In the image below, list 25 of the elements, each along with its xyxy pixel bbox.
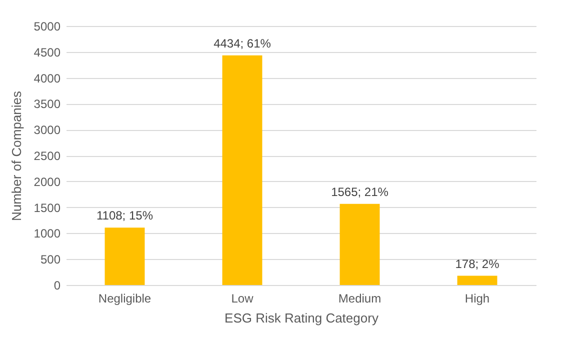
bar [457, 276, 498, 285]
x-tick-label: Medium [338, 292, 382, 306]
bar [104, 228, 145, 285]
x-tick-label: Low [231, 292, 254, 306]
y-tick-label: 5000 [34, 20, 61, 34]
y-tick-label: 3500 [34, 97, 61, 112]
y-tick-label: 500 [40, 252, 61, 267]
data-label: 4434; 61% [214, 36, 272, 50]
y-tick-label: 3000 [34, 123, 61, 138]
y-tick-label: 2500 [34, 149, 61, 163]
y-tick-label: 4500 [34, 45, 61, 60]
data-label: 178; 2% [455, 256, 500, 271]
x-tick-label: High [464, 292, 490, 306]
data-label: 1565; 21% [331, 184, 389, 199]
bar [340, 204, 380, 285]
y-tick-label: 0 [54, 278, 61, 292]
bar [222, 55, 262, 285]
y-tick-label: 1000 [34, 226, 61, 241]
x-axis-title: ESG Risk Rating Category [224, 310, 379, 326]
y-tick-label: 1500 [34, 200, 61, 215]
y-tick-label: 4000 [34, 71, 61, 86]
x-tick-label: Negligible [98, 292, 152, 306]
y-axis-title: Number of Companies [8, 90, 24, 222]
data-label: 1108; 15% [96, 208, 154, 223]
y-tick-label: 2000 [34, 174, 61, 189]
